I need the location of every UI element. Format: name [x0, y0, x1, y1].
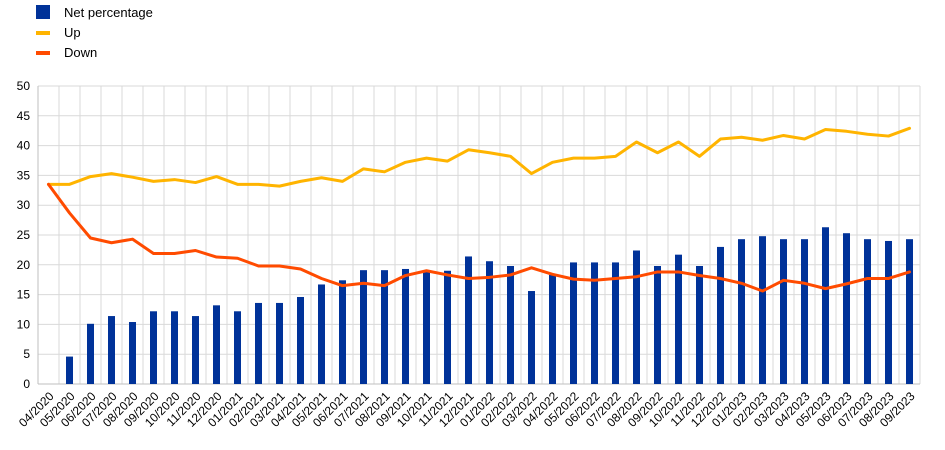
legend-label-up: Up: [64, 24, 81, 40]
bar: [822, 227, 829, 384]
y-tick-label: 0: [23, 377, 30, 391]
bar: [402, 268, 409, 384]
legend-swatch-net-percentage: [36, 5, 50, 19]
bar: [150, 311, 157, 384]
bar: [570, 262, 577, 384]
y-tick-label: 20: [17, 258, 31, 272]
bar: [801, 239, 808, 384]
y-tick-label: 45: [17, 109, 31, 123]
bar: [465, 256, 472, 384]
bar: [318, 284, 325, 384]
y-tick-label: 10: [17, 317, 31, 331]
bar: [108, 316, 115, 384]
legend-swatch-up: [36, 30, 50, 35]
y-tick-label: 40: [17, 139, 31, 153]
bar: [885, 240, 892, 384]
bar: [255, 302, 262, 384]
bar: [633, 250, 640, 384]
legend-label-down: Down: [64, 44, 98, 60]
legend-item-net-percentage: Net percentage: [36, 2, 153, 22]
y-tick-label: 30: [17, 198, 31, 212]
y-tick-label: 50: [17, 79, 31, 93]
bar: [486, 261, 493, 384]
bar: [549, 274, 556, 384]
bar: [360, 270, 367, 384]
bar: [444, 270, 451, 384]
bar: [591, 262, 598, 384]
legend-label-net-percentage: Net percentage: [64, 4, 153, 20]
bar: [696, 265, 703, 384]
bar: [276, 302, 283, 384]
bar: [654, 265, 661, 384]
bar: [171, 311, 178, 384]
bar: [297, 296, 304, 384]
series-line-up: [47, 126, 911, 188]
bar: [864, 239, 871, 384]
bar: [843, 233, 850, 384]
bar: [339, 280, 346, 384]
bar: [381, 270, 388, 384]
y-tick-label: 25: [17, 228, 31, 242]
bar: [213, 305, 220, 384]
bar: [612, 262, 619, 384]
bar: [87, 323, 94, 384]
bar: [738, 239, 745, 384]
bar: [192, 316, 199, 384]
bar: [528, 291, 535, 384]
bar: [759, 236, 766, 384]
bar: [717, 246, 724, 384]
bar: [129, 322, 136, 384]
bar: [906, 239, 913, 384]
legend: Net percentage Up Down: [36, 2, 153, 62]
series-line-down: [47, 182, 911, 293]
y-tick-label: 35: [17, 168, 31, 182]
bar: [507, 265, 514, 384]
bar: [66, 356, 73, 384]
legend-item-down: Down: [36, 42, 153, 62]
bar: [234, 311, 241, 384]
y-tick-label: 5: [23, 347, 30, 361]
bar: [780, 239, 787, 384]
bar: [423, 270, 430, 384]
legend-item-up: Up: [36, 22, 153, 42]
y-tick-label: 15: [17, 288, 31, 302]
bar: [675, 254, 682, 384]
legend-swatch-down: [36, 50, 50, 55]
